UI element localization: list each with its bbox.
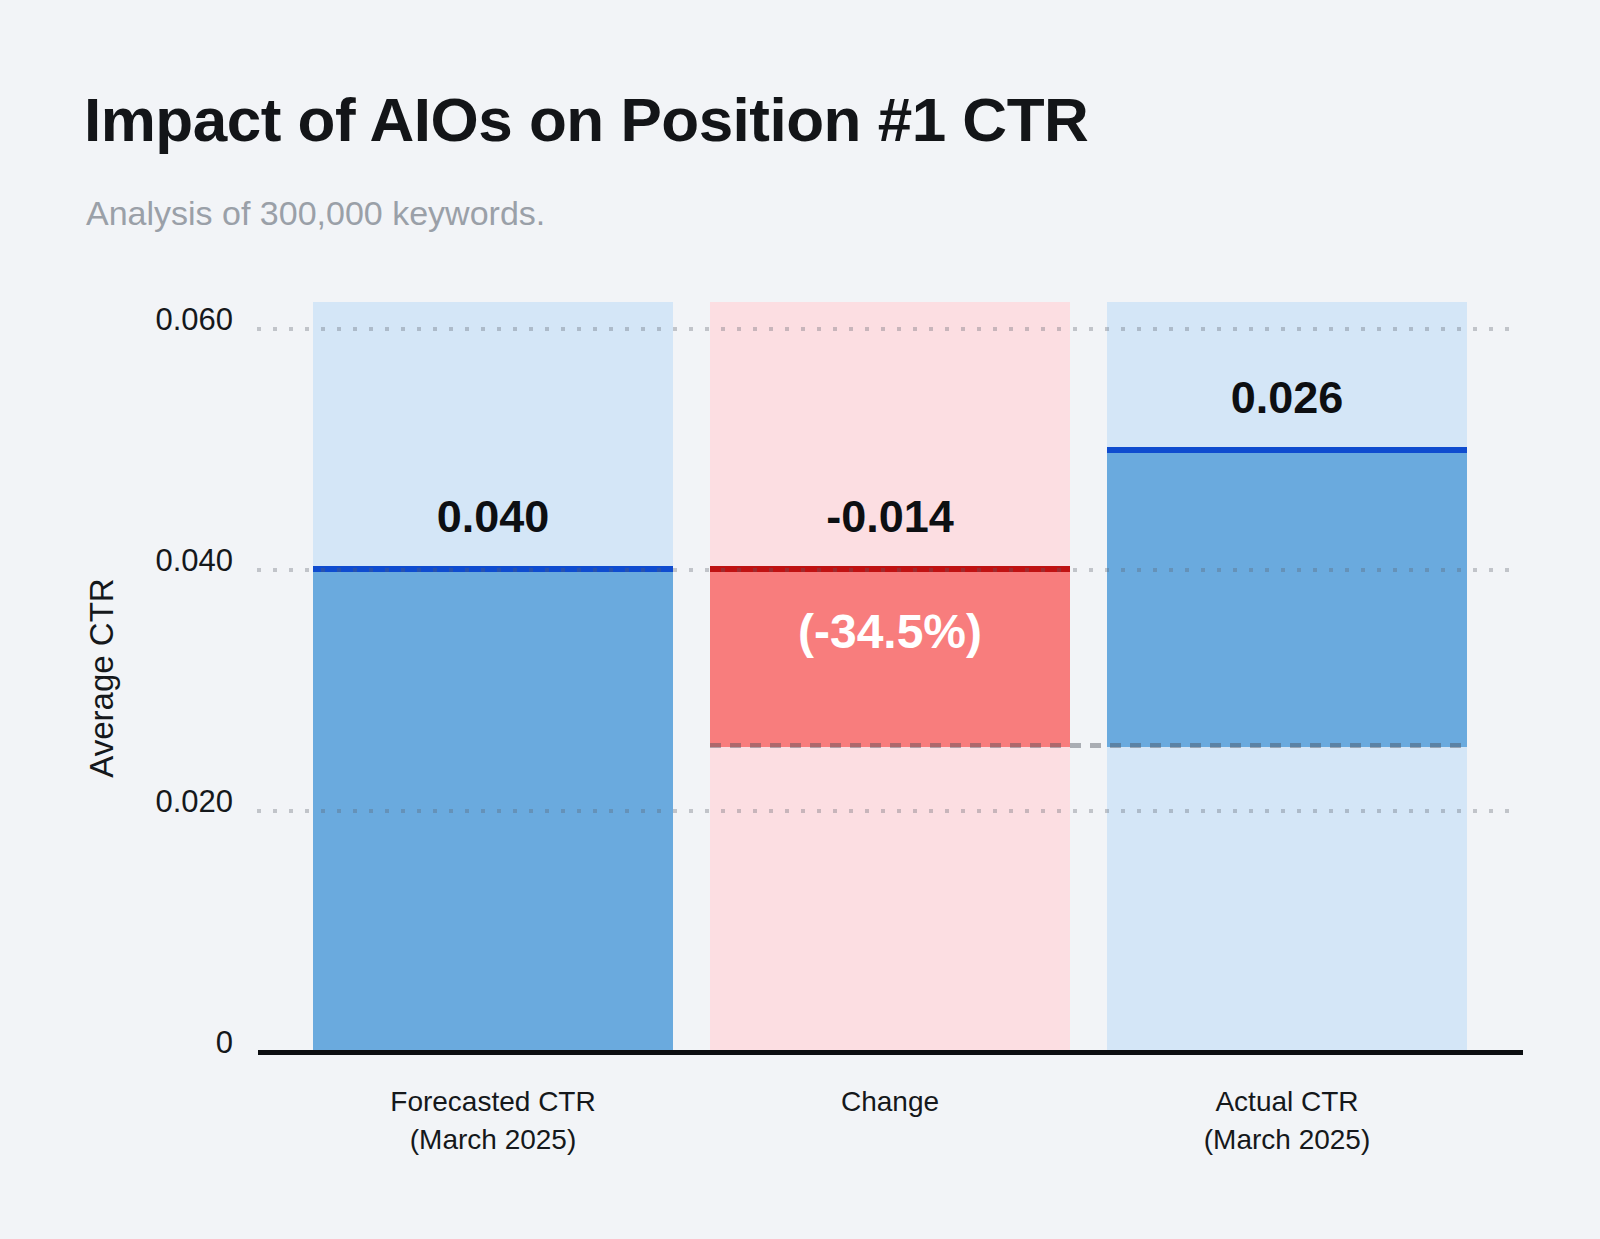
gridline-0.020 — [257, 809, 1520, 813]
x-label-line: Change — [680, 1083, 1100, 1121]
x-label-line: Actual CTR — [1077, 1083, 1497, 1121]
x-axis-line — [258, 1050, 1523, 1055]
x-label-actual-ctr: Actual CTR(March 2025) — [1077, 1083, 1497, 1159]
value-label-actual-ctr: 0.026 — [1087, 372, 1487, 424]
gridline-0.060 — [257, 327, 1520, 331]
value-label-forecasted-ctr: 0.040 — [293, 491, 693, 543]
y-tick-0: 0 — [40, 1024, 233, 1062]
bar-value-line-actual-ctr — [1107, 447, 1467, 453]
x-label-line: (March 2025) — [283, 1121, 703, 1159]
chart-figure: Impact of AIOs on Position #1 CTR Analys… — [0, 0, 1600, 1239]
dashed-reference-line — [710, 743, 1467, 748]
chart-subtitle: Analysis of 300,000 keywords. — [86, 191, 545, 235]
percent-label-change: (-34.5%) — [690, 605, 1090, 659]
x-label-change: Change — [680, 1083, 1100, 1121]
value-label-change: -0.014 — [690, 491, 1090, 543]
x-label-line: (March 2025) — [1077, 1121, 1497, 1159]
x-label-forecasted-ctr: Forecasted CTR(March 2025) — [283, 1083, 703, 1159]
bar-actual-ctr — [1107, 450, 1467, 747]
y-tick-0.060: 0.060 — [40, 301, 233, 339]
gridline-0.040 — [257, 568, 1520, 572]
y-tick-0.020: 0.020 — [40, 783, 233, 821]
y-tick-0.040: 0.040 — [40, 542, 233, 580]
chart-title: Impact of AIOs on Position #1 CTR — [84, 84, 1088, 156]
x-label-line: Forecasted CTR — [283, 1083, 703, 1121]
